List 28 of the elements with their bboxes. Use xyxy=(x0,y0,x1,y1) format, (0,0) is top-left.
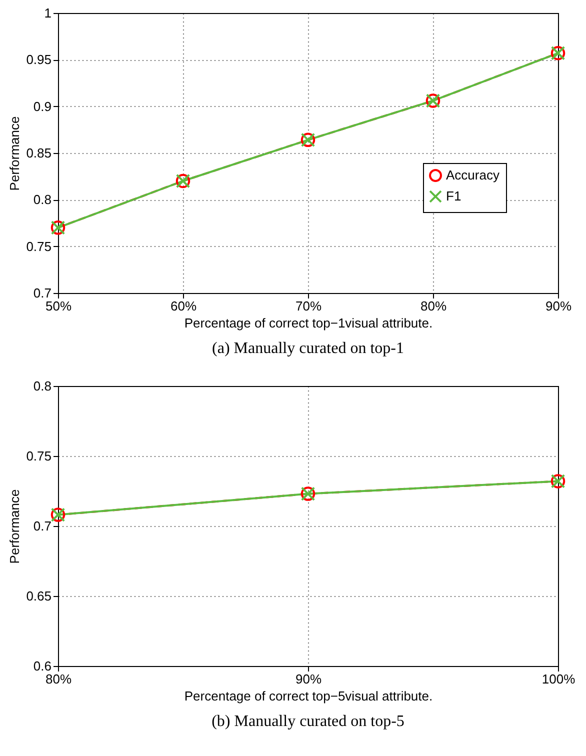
y-tick-label: 0.85 xyxy=(26,146,52,160)
y-tick-label: 0.75 xyxy=(26,238,52,254)
y-tick-label: 1 xyxy=(44,6,52,20)
x-tick-label: 60% xyxy=(170,298,197,314)
y-tick-label: 0.9 xyxy=(33,98,52,114)
y-tick-label: 0.65 xyxy=(26,588,52,604)
legend-label: Accuracy xyxy=(446,168,500,182)
y-tick-label: 0.8 xyxy=(33,378,52,394)
y-axis-title: Performance xyxy=(7,489,22,564)
x-tick-label: 50% xyxy=(45,298,72,314)
y-tick-label: 0.6 xyxy=(33,658,52,674)
y-tick-label: 0.7 xyxy=(33,286,52,300)
x-tick-label: 80% xyxy=(420,298,447,314)
x-axis-title: Percentage of correct top−5visual attribute. xyxy=(184,688,433,704)
y-tick-label: 0.7 xyxy=(33,518,52,534)
y-tick-label: 0.75 xyxy=(26,448,52,464)
x-tick-label: 80% xyxy=(45,672,72,686)
y-axis-title: Performance xyxy=(7,116,22,191)
legend-label: F1 xyxy=(446,188,462,204)
x-tick-label: 90% xyxy=(545,298,572,314)
x-tick-label: 100% xyxy=(542,672,576,686)
text: (a) Manually curated on top-1 xyxy=(212,340,404,357)
x-tick-label: 70% xyxy=(295,298,322,314)
y-tick-label: 0.8 xyxy=(33,192,52,208)
y-tick-label: 0.95 xyxy=(26,52,52,68)
x-tick-label: 90% xyxy=(295,672,322,686)
text: (b) Manually curated on top-5 xyxy=(212,713,404,730)
x-axis-title: Percentage of correct top−1visual attribute. xyxy=(184,316,433,330)
